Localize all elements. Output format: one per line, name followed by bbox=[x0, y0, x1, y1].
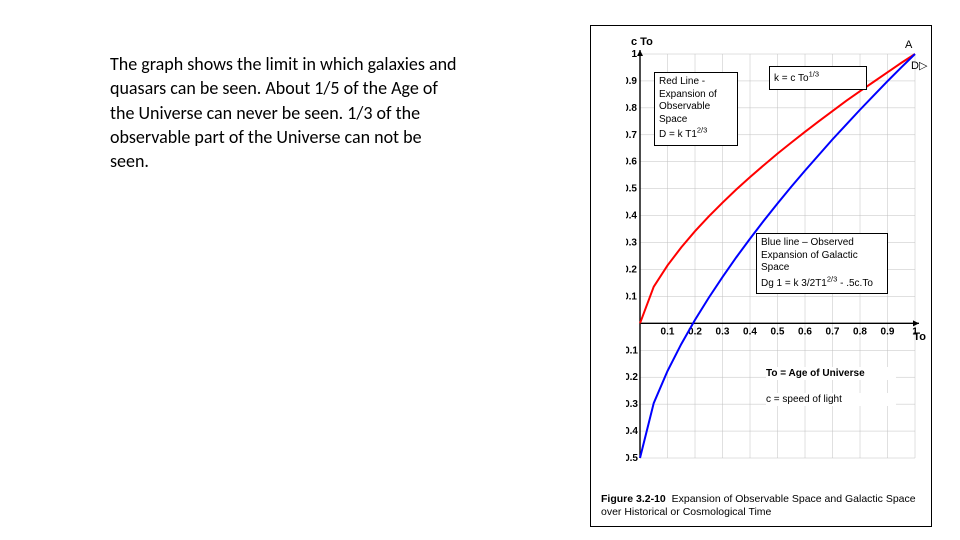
c-note: c = speed of light bbox=[766, 393, 896, 406]
svg-text:0.5: 0.5 bbox=[626, 184, 637, 195]
marker-d: D ▷ bbox=[911, 59, 924, 72]
svg-text:1: 1 bbox=[631, 49, 637, 60]
svg-text:0.8: 0.8 bbox=[626, 103, 637, 114]
svg-text:0.8: 0.8 bbox=[853, 326, 867, 337]
figure-caption: Figure 3.2-10 Expansion of Observable Sp… bbox=[601, 493, 921, 520]
svg-text:0.6: 0.6 bbox=[626, 157, 637, 168]
figure-container: c To 0.10.20.30.40.50.60.70.80.910.10.20… bbox=[590, 25, 932, 527]
svg-text:0.4: 0.4 bbox=[626, 211, 637, 222]
k-formula-box: k = c To1/3 bbox=[769, 66, 867, 90]
red-line-legend: Red Line - Expansion of Observable Space… bbox=[654, 72, 738, 146]
svg-text:0.2: 0.2 bbox=[626, 264, 637, 275]
svg-text:0.9: 0.9 bbox=[881, 326, 895, 337]
svg-text:-0.1: -0.1 bbox=[626, 345, 638, 356]
svg-text:-0.5: -0.5 bbox=[626, 453, 638, 464]
svg-text:0.7: 0.7 bbox=[826, 326, 840, 337]
svg-text:0.3: 0.3 bbox=[626, 238, 637, 249]
svg-text:0.6: 0.6 bbox=[798, 326, 812, 337]
description-text: The graph shows the limit in which galax… bbox=[110, 52, 460, 173]
svg-text:0.5: 0.5 bbox=[771, 326, 785, 337]
svg-text:-0.3: -0.3 bbox=[626, 399, 638, 410]
svg-text:0.3: 0.3 bbox=[716, 326, 730, 337]
x-axis-label: To bbox=[913, 331, 926, 343]
svg-text:0.9: 0.9 bbox=[626, 76, 637, 87]
svg-text:-0.4: -0.4 bbox=[626, 426, 638, 437]
svg-text:-0.2: -0.2 bbox=[626, 372, 638, 383]
svg-text:0.1: 0.1 bbox=[626, 291, 637, 302]
svg-text:0.7: 0.7 bbox=[626, 130, 637, 141]
to-note: To = Age of Universe bbox=[766, 367, 896, 380]
svg-text:0.1: 0.1 bbox=[661, 326, 675, 337]
svg-text:0.4: 0.4 bbox=[743, 326, 757, 337]
blue-line-legend: Blue line – Observed Expansion of Galact… bbox=[756, 233, 888, 294]
marker-a: A bbox=[905, 39, 912, 51]
